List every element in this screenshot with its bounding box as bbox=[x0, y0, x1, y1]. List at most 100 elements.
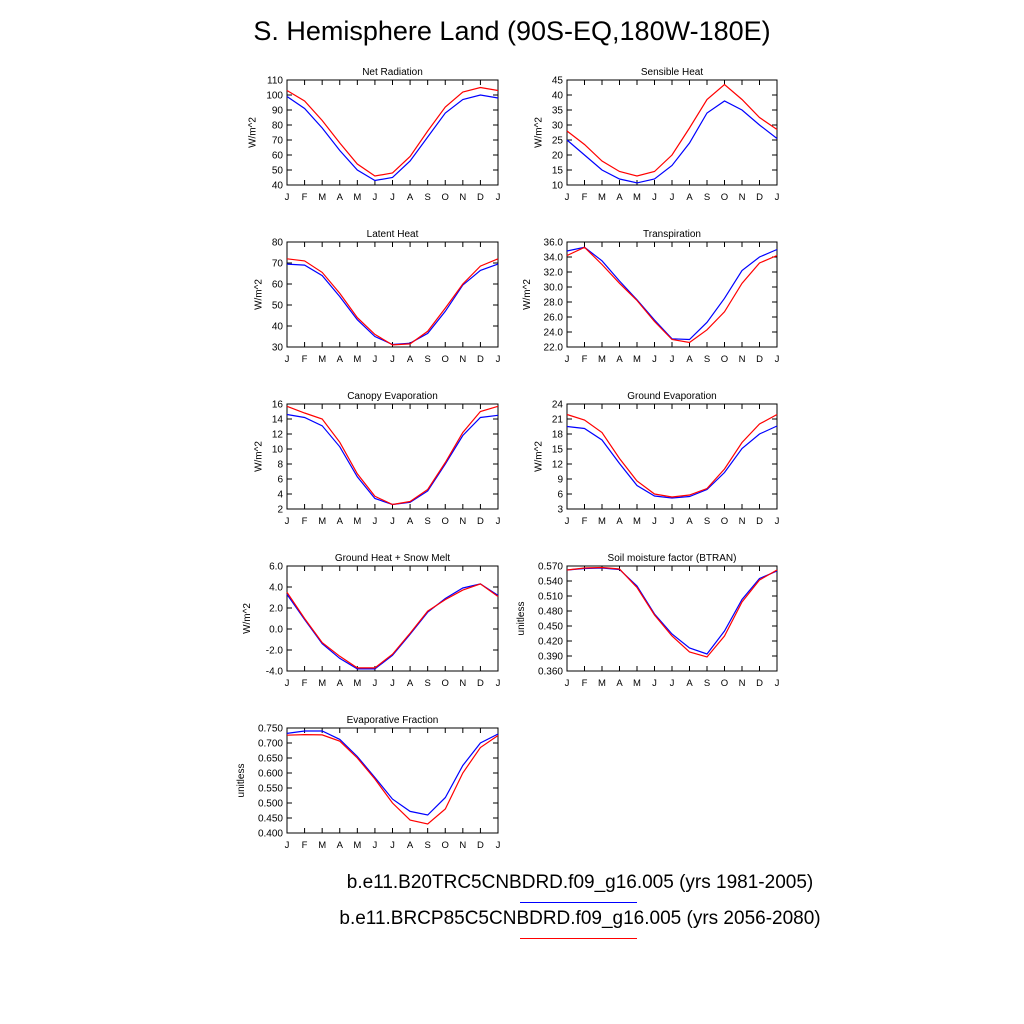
ground-evaporation-x-tick-label: A bbox=[616, 516, 623, 527]
transpiration-x-tick-label: J bbox=[565, 354, 570, 365]
transpiration-x-tick-label: D bbox=[756, 354, 763, 365]
ground-evaporation-x-tick-label: J bbox=[565, 516, 570, 527]
ground-evaporation-x-tick-label: O bbox=[721, 516, 728, 527]
figure-title: S. Hemisphere Land (90S-EQ,180W-180E) bbox=[253, 16, 771, 46]
ground-evaporation-y-tick-label: 15 bbox=[552, 445, 564, 456]
ground-heat-snow-melt-x-tick-label: M bbox=[353, 678, 361, 689]
canopy-evaporation-y-tick-label: 16 bbox=[272, 400, 284, 411]
soil-moisture-factor-btran-y-tick-label: 0.420 bbox=[538, 637, 563, 648]
canopy-evaporation-series-future-line bbox=[286, 405, 499, 506]
latent-heat-x-tick-label: M bbox=[353, 354, 361, 365]
net-radiation-x-tick-label: M bbox=[353, 192, 361, 203]
latent-heat-x-tick-label: J bbox=[496, 354, 501, 365]
transpiration-y-tick-label: 36.0 bbox=[544, 238, 564, 249]
canopy-evaporation-x-tick-label: N bbox=[459, 516, 466, 527]
evaporative-fraction-frame bbox=[286, 727, 499, 834]
net-radiation-x-tick-label: N bbox=[459, 192, 466, 203]
ground-heat-snow-melt-series-baseline-line bbox=[286, 583, 499, 670]
canopy-evaporation-x-tick-label: S bbox=[424, 516, 430, 527]
legend-label-baseline: b.e11.B20TRC5CNBDRD.f09_g16.005 (yrs 198… bbox=[346, 872, 814, 893]
soil-moisture-factor-btran-y-axis-label: unitless bbox=[516, 602, 527, 636]
transpiration-x-tick-label: J bbox=[775, 354, 780, 365]
soil-moisture-factor-btran-y-tick-label: 0.570 bbox=[538, 562, 563, 573]
transpiration-x-tick-label: F bbox=[582, 354, 588, 365]
sensible-heat-x-tick-label: A bbox=[616, 192, 623, 203]
net-radiation-title: Net Radiation bbox=[362, 67, 423, 78]
latent-heat-y-tick-label: 30 bbox=[272, 343, 284, 354]
ground-heat-snow-melt-series-future-line bbox=[286, 583, 499, 669]
net-radiation-series-baseline-line bbox=[286, 94, 499, 182]
net-radiation-x-tick-label: O bbox=[442, 192, 449, 203]
latent-heat-x-tick-label: O bbox=[442, 354, 449, 365]
soil-moisture-factor-btran-x-tick-label: J bbox=[652, 678, 657, 689]
latent-heat-x-tick-label: N bbox=[459, 354, 466, 365]
soil-moisture-factor-btran-x-tick-label: A bbox=[616, 678, 623, 689]
net-radiation-y-tick-label: 110 bbox=[267, 76, 283, 87]
ground-heat-snow-melt-y-tick-label: -4.0 bbox=[266, 667, 284, 678]
ground-evaporation-y-tick-label: 6 bbox=[557, 490, 563, 501]
soil-moisture-factor-btran-y-tick-label: 0.360 bbox=[538, 667, 563, 678]
evaporative-fraction-x-tick-label: J bbox=[373, 840, 378, 851]
soil-moisture-factor-btran-x-tick-label: J bbox=[565, 678, 570, 689]
soil-moisture-factor-btran-y-tick-label: 0.540 bbox=[538, 577, 563, 588]
ground-heat-snow-melt-x-tick-label: M bbox=[318, 678, 326, 689]
sensible-heat-x-tick-label: D bbox=[756, 192, 763, 203]
sensible-heat-x-tick-label: S bbox=[704, 192, 710, 203]
sensible-heat-y-tick-label: 25 bbox=[552, 136, 564, 147]
sensible-heat-x-tick-label: M bbox=[598, 192, 606, 203]
evaporative-fraction-y-axis-label: unitless bbox=[236, 764, 247, 798]
evaporative-fraction-series-baseline-line bbox=[286, 730, 499, 816]
evaporative-fraction-y-tick-label: 0.600 bbox=[258, 769, 283, 780]
soil-moisture-factor-btran-x-tick-label: O bbox=[721, 678, 728, 689]
ground-evaporation-x-tick-label: S bbox=[704, 516, 710, 527]
ground-heat-snow-melt-y-tick-label: 2.0 bbox=[269, 604, 283, 615]
evaporative-fraction-y-tick-label: 0.650 bbox=[258, 754, 283, 765]
net-radiation-x-tick-label: F bbox=[302, 192, 308, 203]
ground-heat-snow-melt-title: Ground Heat + Snow Melt bbox=[335, 553, 451, 564]
latent-heat-x-tick-label: D bbox=[477, 354, 484, 365]
net-radiation-y-tick-label: 40 bbox=[272, 181, 284, 192]
ground-evaporation-x-tick-label: F bbox=[582, 516, 588, 527]
legend-line-future bbox=[520, 938, 637, 939]
soil-moisture-factor-btran-y-tick-label: 0.480 bbox=[538, 607, 563, 618]
sensible-heat-x-tick-label: J bbox=[565, 192, 570, 203]
transpiration-y-axis-label: W/m^2 bbox=[522, 279, 533, 310]
ground-heat-snow-melt-y-tick-label: 6.0 bbox=[269, 562, 283, 573]
evaporative-fraction-x-tick-label: J bbox=[390, 840, 395, 851]
ground-evaporation-y-axis-label: W/m^2 bbox=[533, 441, 544, 472]
sensible-heat-x-tick-label: M bbox=[633, 192, 641, 203]
ground-evaporation-x-tick-label: J bbox=[775, 516, 780, 527]
latent-heat-series-future-line bbox=[286, 258, 499, 346]
canopy-evaporation-y-axis-label: W/m^2 bbox=[253, 441, 264, 472]
ground-heat-snow-melt-x-tick-label: D bbox=[477, 678, 484, 689]
ground-evaporation-x-tick-label: A bbox=[686, 516, 693, 527]
evaporative-fraction-y-tick-label: 0.400 bbox=[258, 829, 283, 840]
ground-heat-snow-melt-x-tick-label: A bbox=[337, 678, 344, 689]
ground-evaporation-frame bbox=[566, 403, 778, 510]
evaporative-fraction-x-tick-label: F bbox=[302, 840, 308, 851]
transpiration-title: Transpiration bbox=[643, 229, 701, 240]
ground-evaporation-y-tick-label: 9 bbox=[557, 475, 563, 486]
net-radiation-x-tick-label: D bbox=[477, 192, 484, 203]
ground-heat-snow-melt-y-axis-label: W/m^2 bbox=[242, 603, 253, 634]
evaporative-fraction-series-future-line bbox=[286, 733, 499, 825]
ground-evaporation-x-tick-label: J bbox=[652, 516, 657, 527]
sensible-heat-x-tick-label: J bbox=[775, 192, 780, 203]
latent-heat-frame bbox=[286, 241, 499, 348]
transpiration-x-tick-label: A bbox=[686, 354, 693, 365]
canopy-evaporation-x-tick-label: J bbox=[285, 516, 290, 527]
soil-moisture-factor-btran-x-tick-label: J bbox=[775, 678, 780, 689]
latent-heat-x-tick-label: J bbox=[390, 354, 395, 365]
sensible-heat-x-tick-label: O bbox=[721, 192, 728, 203]
sensible-heat-title: Sensible Heat bbox=[641, 67, 703, 78]
net-radiation-y-tick-label: 50 bbox=[272, 166, 284, 177]
net-radiation-x-tick-label: A bbox=[407, 192, 414, 203]
ground-evaporation-y-tick-label: 21 bbox=[552, 415, 564, 426]
soil-moisture-factor-btran-x-tick-label: N bbox=[739, 678, 746, 689]
soil-moisture-factor-btran-y-tick-label: 0.450 bbox=[538, 622, 563, 633]
sensible-heat-series-baseline-line bbox=[566, 100, 778, 184]
evaporative-fraction-x-tick-label: A bbox=[337, 840, 344, 851]
canopy-evaporation-y-tick-label: 14 bbox=[272, 415, 284, 426]
transpiration-x-tick-label: A bbox=[616, 354, 623, 365]
